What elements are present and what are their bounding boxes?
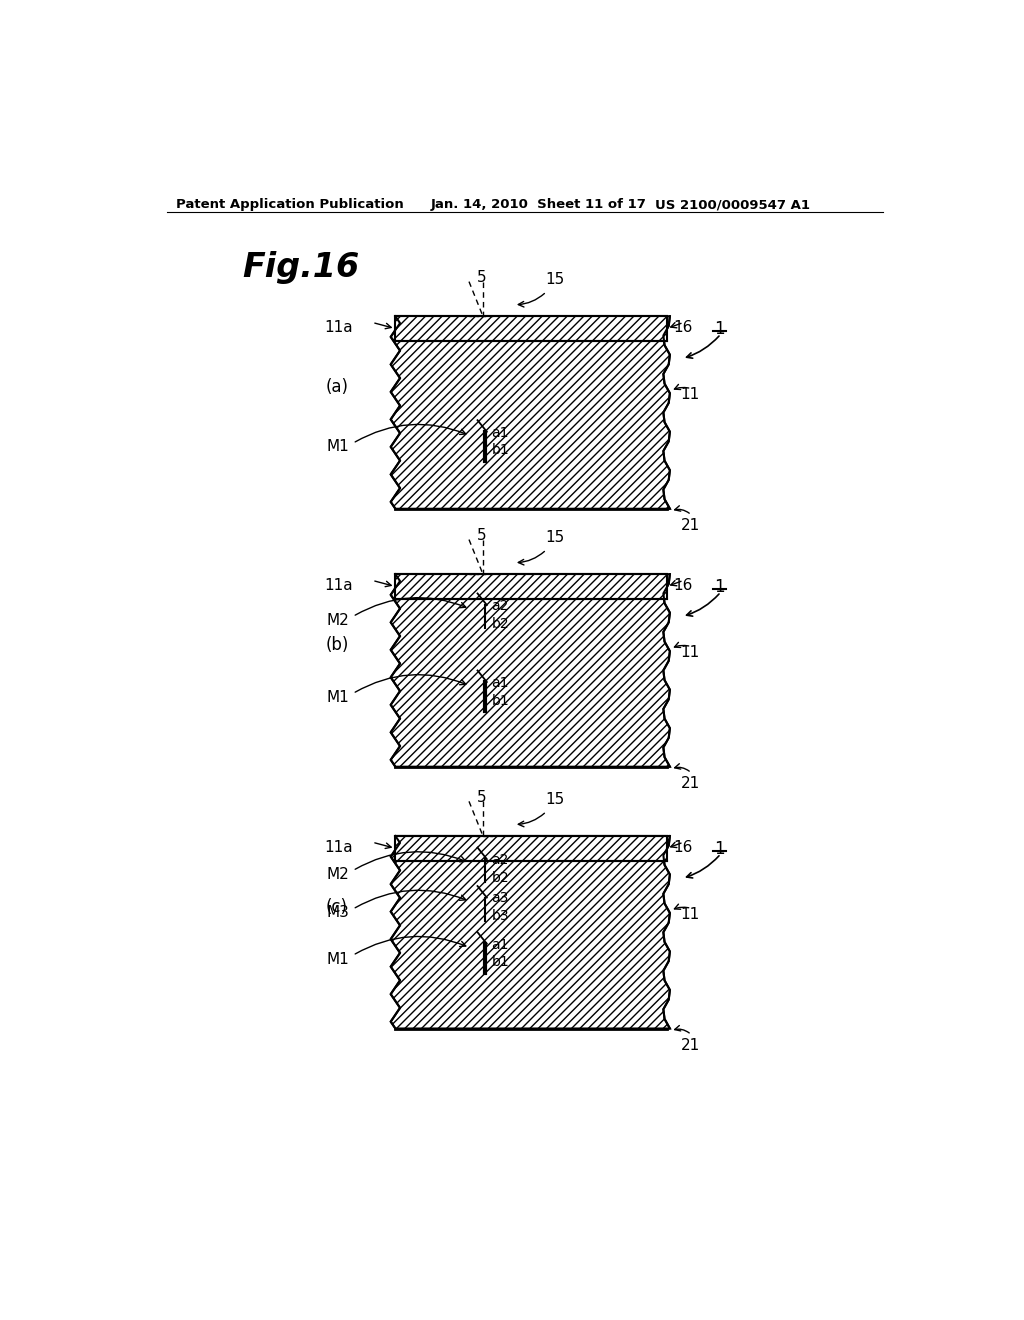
Text: 11a: 11a [325, 321, 352, 335]
Text: 1: 1 [714, 578, 725, 597]
Polygon shape [391, 574, 670, 767]
Text: a1: a1 [492, 676, 509, 690]
Text: b1: b1 [492, 693, 509, 708]
Text: 11: 11 [681, 645, 699, 660]
Text: b2: b2 [492, 616, 509, 631]
Text: 1: 1 [714, 321, 725, 338]
Text: a3: a3 [492, 891, 509, 906]
Text: 21: 21 [681, 1038, 699, 1053]
Text: M2: M2 [326, 867, 349, 882]
Text: a1: a1 [492, 425, 509, 440]
Text: Fig.16: Fig.16 [243, 251, 360, 284]
Text: (a): (a) [326, 378, 348, 396]
Text: a2: a2 [492, 853, 509, 867]
Polygon shape [395, 836, 667, 861]
Text: 11: 11 [681, 907, 699, 921]
Text: b2: b2 [492, 871, 509, 884]
Text: 21: 21 [681, 517, 699, 533]
Text: (c): (c) [326, 898, 347, 916]
Text: 16: 16 [673, 578, 692, 593]
Text: (b): (b) [326, 636, 349, 653]
Polygon shape [395, 317, 667, 341]
Text: M2: M2 [326, 612, 349, 628]
Text: 11a: 11a [325, 578, 352, 593]
Text: M3: M3 [326, 906, 349, 920]
Polygon shape [395, 574, 667, 599]
Text: 11: 11 [681, 387, 699, 403]
Text: M1: M1 [326, 440, 349, 454]
Text: 21: 21 [681, 776, 699, 791]
Text: a2: a2 [492, 599, 509, 612]
Text: 5: 5 [476, 791, 486, 805]
Text: 11a: 11a [325, 840, 352, 855]
Text: M1: M1 [326, 689, 349, 705]
Text: 16: 16 [673, 321, 692, 335]
Text: Jan. 14, 2010  Sheet 11 of 17: Jan. 14, 2010 Sheet 11 of 17 [430, 198, 646, 211]
Text: M1: M1 [326, 952, 349, 966]
Text: b3: b3 [492, 909, 509, 923]
Text: US 2100/0009547 A1: US 2100/0009547 A1 [655, 198, 810, 211]
Polygon shape [391, 317, 670, 508]
Text: a1: a1 [492, 937, 509, 952]
Text: Patent Application Publication: Patent Application Publication [176, 198, 403, 211]
Text: 15: 15 [545, 529, 564, 545]
Text: 5: 5 [476, 271, 486, 285]
Text: 15: 15 [545, 272, 564, 286]
Text: 1: 1 [714, 840, 725, 858]
Text: 5: 5 [476, 528, 486, 544]
Polygon shape [391, 836, 670, 1028]
Text: b1: b1 [492, 956, 509, 969]
Text: 16: 16 [673, 840, 692, 855]
Text: b1: b1 [492, 444, 509, 457]
Text: 15: 15 [545, 792, 564, 807]
